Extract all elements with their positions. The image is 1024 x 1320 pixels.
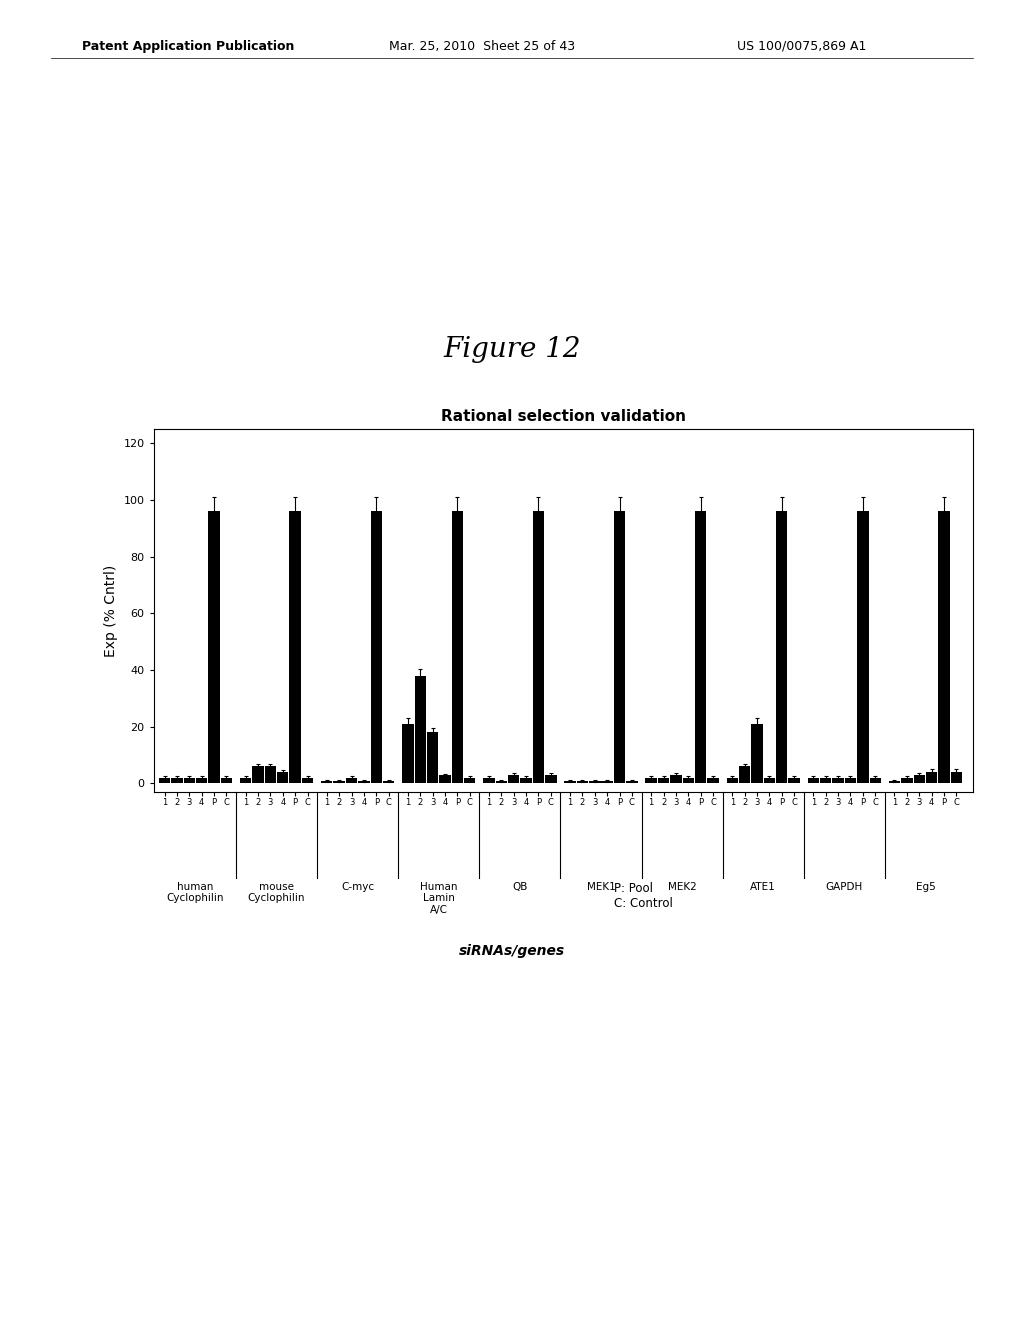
Text: Eg5: Eg5: [915, 882, 935, 892]
Bar: [427, 733, 438, 784]
Text: MEK1: MEK1: [587, 882, 615, 892]
Bar: [613, 511, 626, 784]
Bar: [564, 780, 575, 784]
Text: siRNAs/genes: siRNAs/genes: [459, 944, 565, 958]
Bar: [171, 777, 182, 784]
Bar: [322, 780, 333, 784]
Bar: [671, 775, 682, 784]
Bar: [708, 777, 719, 784]
Text: GAPDH: GAPDH: [825, 882, 863, 892]
Bar: [764, 777, 775, 784]
Bar: [209, 511, 220, 784]
Bar: [520, 777, 531, 784]
Bar: [577, 780, 588, 784]
Y-axis label: Exp (% Cntrl): Exp (% Cntrl): [103, 565, 118, 656]
Bar: [496, 780, 507, 784]
Bar: [545, 775, 556, 784]
Bar: [645, 777, 656, 784]
Bar: [483, 777, 495, 784]
Bar: [950, 772, 962, 784]
Bar: [252, 767, 264, 784]
Text: P: Pool
C: Control: P: Pool C: Control: [614, 882, 673, 909]
Bar: [808, 777, 819, 784]
Bar: [657, 777, 670, 784]
Bar: [889, 780, 900, 784]
Bar: [383, 780, 394, 784]
Bar: [776, 511, 787, 784]
Bar: [464, 777, 475, 784]
Bar: [627, 780, 638, 784]
Bar: [439, 775, 451, 784]
Bar: [196, 777, 208, 784]
Bar: [508, 775, 519, 784]
Bar: [601, 780, 613, 784]
Bar: [302, 777, 313, 784]
Text: Mar. 25, 2010  Sheet 25 of 43: Mar. 25, 2010 Sheet 25 of 43: [389, 40, 575, 53]
Bar: [532, 511, 544, 784]
Bar: [926, 772, 937, 784]
Text: Patent Application Publication: Patent Application Publication: [82, 40, 294, 53]
Text: QB: QB: [512, 882, 527, 892]
Bar: [683, 777, 694, 784]
Text: C-myc: C-myc: [341, 882, 375, 892]
Bar: [334, 780, 345, 784]
Bar: [371, 511, 382, 784]
Bar: [240, 777, 251, 784]
Text: MEK2: MEK2: [668, 882, 696, 892]
Bar: [845, 777, 856, 784]
Bar: [589, 780, 600, 784]
Bar: [788, 777, 800, 784]
Text: US 100/0075,869 A1: US 100/0075,869 A1: [737, 40, 866, 53]
Bar: [358, 780, 370, 784]
Text: ATE1: ATE1: [751, 882, 776, 892]
Bar: [278, 772, 289, 784]
Bar: [183, 777, 195, 784]
Bar: [901, 777, 912, 784]
Text: mouse
Cyclophilin: mouse Cyclophilin: [248, 882, 305, 903]
Bar: [727, 777, 738, 784]
Bar: [695, 511, 707, 784]
Text: human
Cyclophilin: human Cyclophilin: [167, 882, 224, 903]
Bar: [221, 777, 232, 784]
Bar: [820, 777, 831, 784]
Text: Human
Lamin
A/C: Human Lamin A/C: [420, 882, 458, 915]
Bar: [857, 511, 868, 784]
Bar: [938, 511, 949, 784]
Bar: [402, 723, 414, 784]
Title: Rational selection validation: Rational selection validation: [440, 409, 686, 424]
Bar: [752, 723, 763, 784]
Bar: [833, 777, 844, 784]
Bar: [159, 777, 170, 784]
Bar: [290, 511, 301, 784]
Bar: [415, 676, 426, 784]
Bar: [739, 767, 751, 784]
Text: Figure 12: Figure 12: [443, 337, 581, 363]
Bar: [452, 511, 463, 784]
Bar: [265, 767, 276, 784]
Bar: [913, 775, 925, 784]
Bar: [346, 777, 357, 784]
Bar: [869, 777, 881, 784]
